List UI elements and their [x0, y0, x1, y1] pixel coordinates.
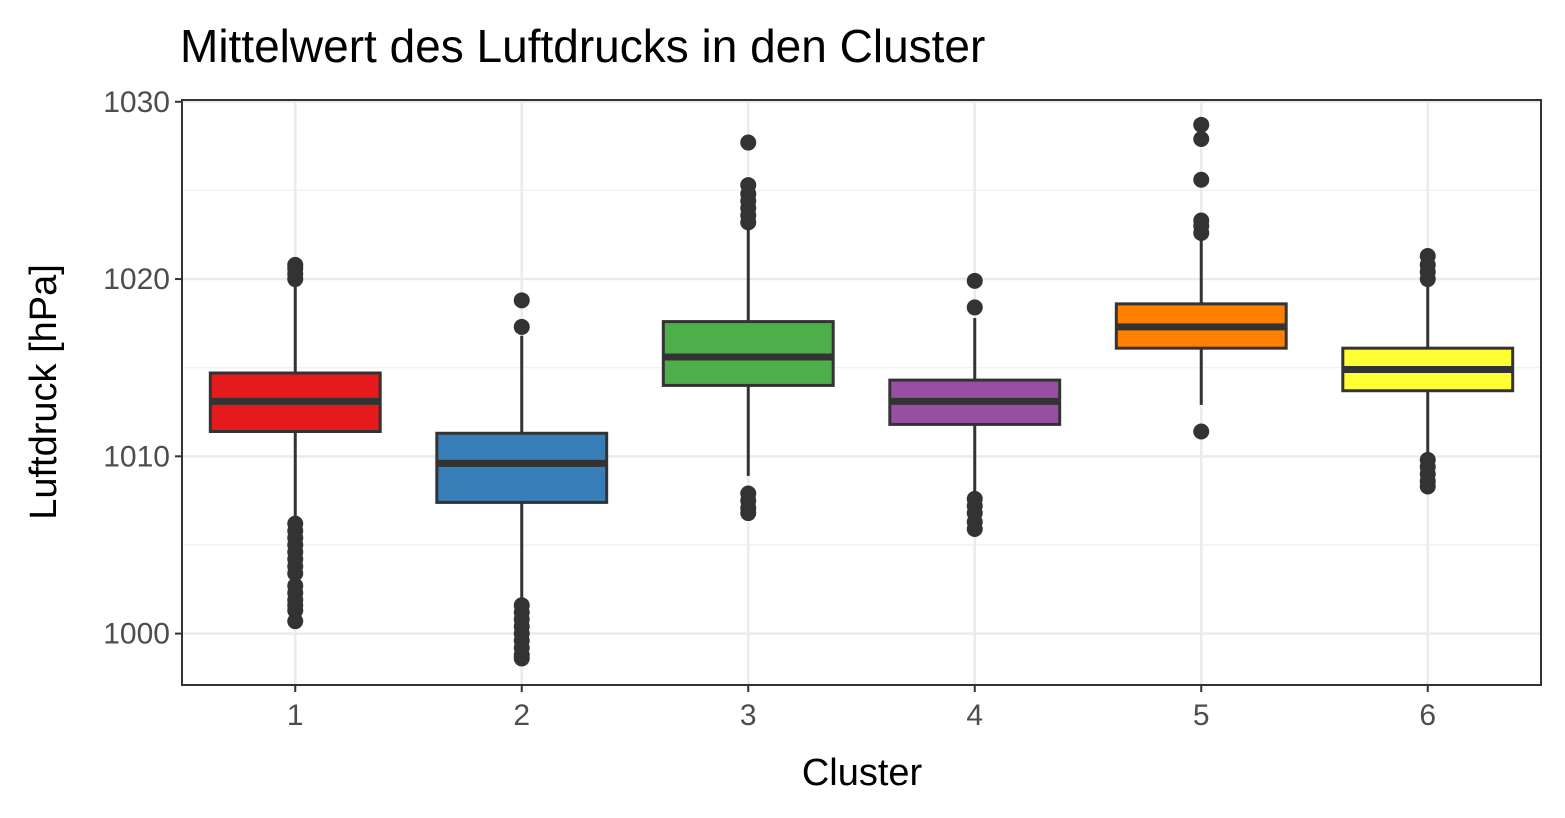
box-cluster-6: [1341, 248, 1515, 495]
box-body: [435, 431, 609, 504]
x-axis: 1 2 3 4 5 6: [287, 685, 1436, 732]
x-tick-label: 4: [966, 699, 983, 732]
grid-lines: [182, 100, 1541, 685]
outlier-point: [966, 272, 983, 289]
outlier-point: [513, 318, 530, 335]
x-tick-label: 2: [513, 699, 530, 732]
chart-title: Mittelwert des Luftdrucks in den Cluster: [180, 20, 985, 72]
x-tick-label: 3: [740, 699, 757, 732]
box-body: [661, 320, 835, 387]
y-tick-label: 1000: [103, 618, 170, 651]
box-series: [208, 116, 1515, 667]
y-tick-label: 1030: [103, 86, 170, 119]
x-tick-label: 6: [1419, 699, 1436, 732]
x-axis-label: Cluster: [802, 752, 923, 794]
box-cluster-4: [888, 272, 1062, 537]
outlier-point: [287, 613, 304, 630]
y-axis-label: Luftdruck [hPa]: [23, 264, 65, 520]
outlier-point: [1193, 423, 1210, 440]
outlier-point: [740, 134, 757, 151]
outlier-point: [513, 650, 530, 667]
outlier-point: [1419, 248, 1436, 264]
outlier-point: [287, 565, 304, 582]
box-cluster-5: [1114, 116, 1288, 440]
x-tick-label: 5: [1193, 699, 1210, 732]
y-tick-label: 1020: [103, 263, 170, 296]
outlier-point: [287, 256, 304, 273]
y-tick-label: 1010: [103, 440, 170, 473]
plot-panel: [181, 99, 1542, 686]
outlier-point: [513, 292, 530, 309]
box-cluster-2: [435, 292, 609, 667]
box-cluster-1: [208, 256, 382, 630]
outlier-point: [740, 177, 757, 194]
outlier-point: [1193, 131, 1210, 147]
outlier-point: [1193, 171, 1210, 188]
outlier-point: [1193, 212, 1210, 229]
outlier-point: [1193, 116, 1210, 133]
outlier-point: [1419, 478, 1436, 495]
box-cluster-3: [661, 134, 835, 522]
outlier-point: [740, 505, 757, 522]
y-axis: 1000 1010 1020 1030: [103, 86, 182, 651]
outlier-point: [966, 299, 983, 316]
x-tick-label: 1: [287, 699, 304, 732]
outlier-point: [966, 521, 983, 537]
